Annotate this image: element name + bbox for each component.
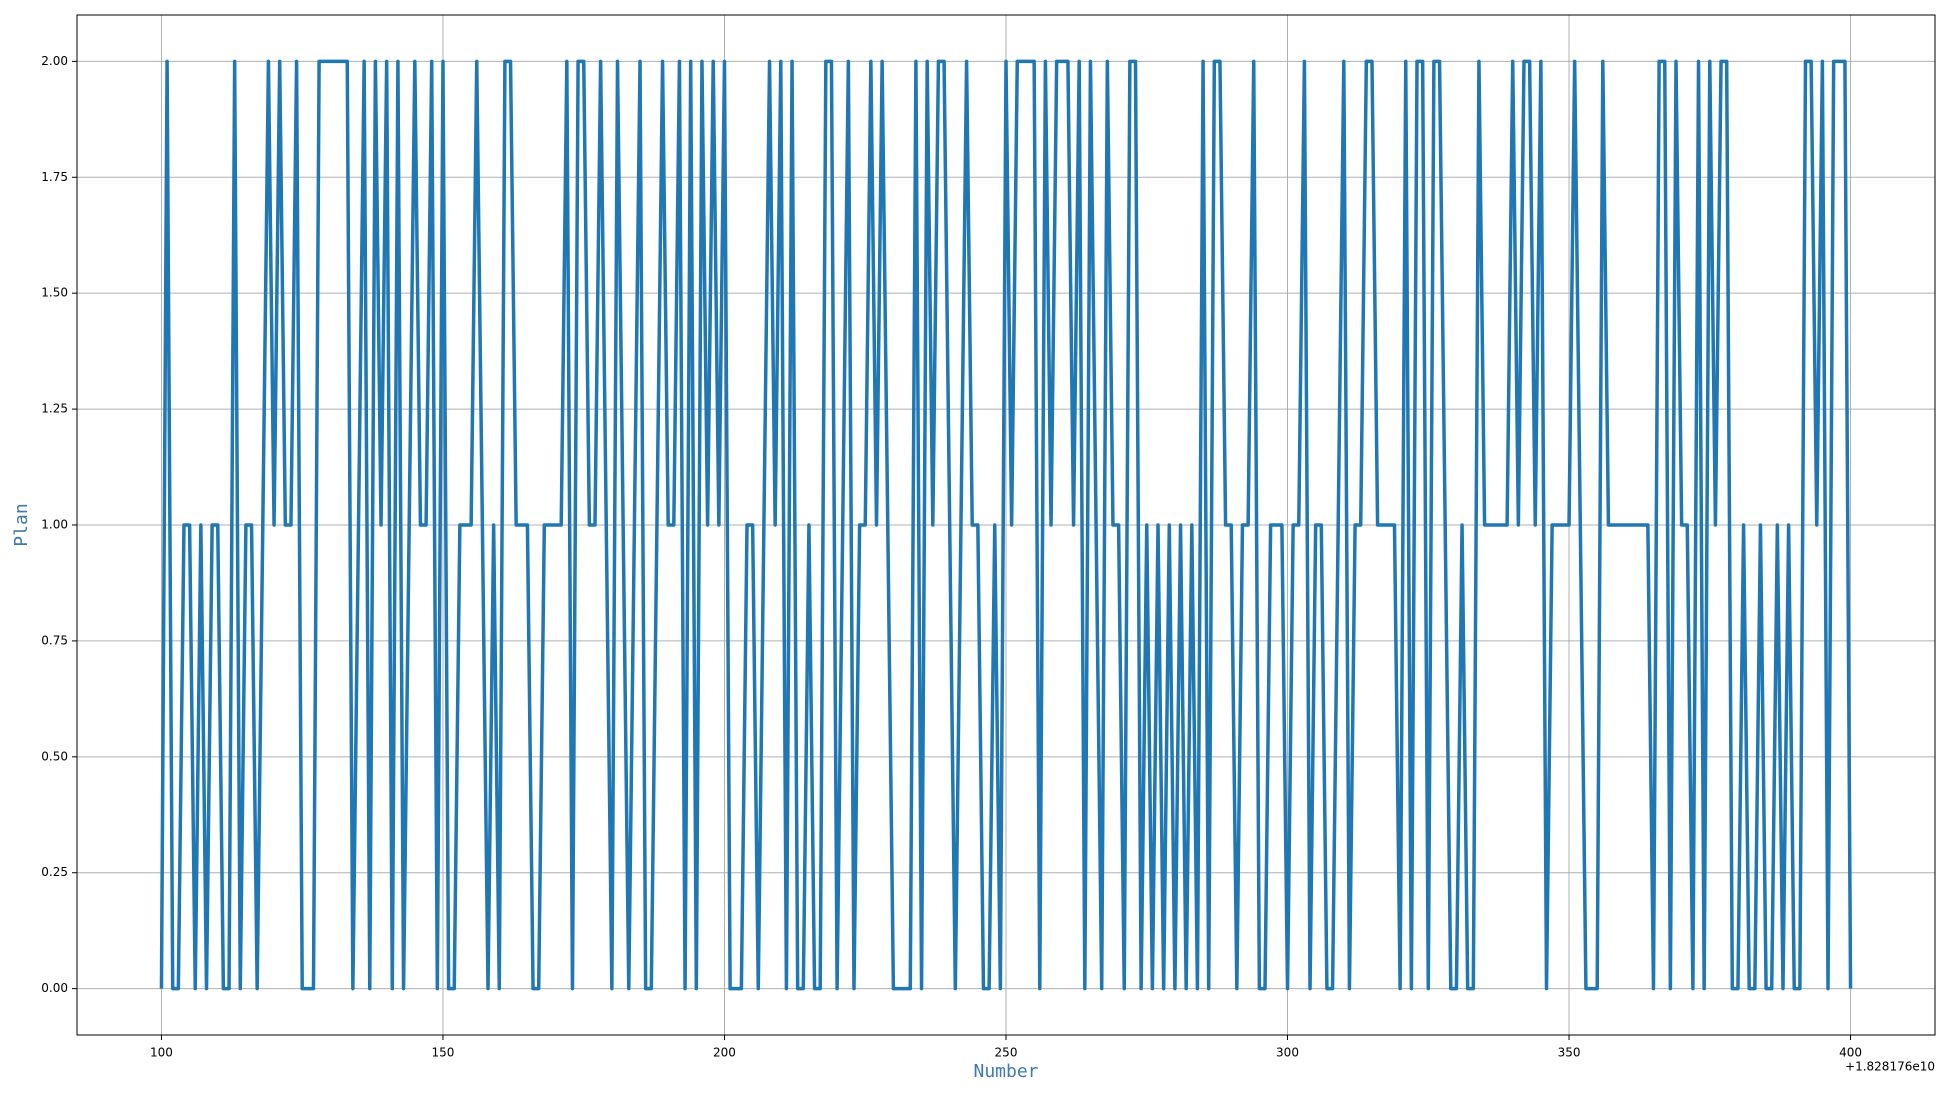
x-offset-label: +1.828176e10	[1845, 1060, 1935, 1074]
x-tick-label: 200	[713, 1046, 736, 1060]
y-tick-label: 0.00	[41, 981, 68, 995]
data-line	[159, 59, 1853, 991]
y-tick-label: 1.75	[41, 170, 68, 184]
y-tick-label: 2.00	[41, 54, 68, 68]
x-axis-title: Number	[973, 1061, 1038, 1082]
y-tick-label: 1.25	[41, 402, 68, 416]
y-tick-label: 1.00	[41, 518, 68, 532]
plot-frame	[76, 14, 1936, 1036]
y-tick-label: 0.50	[41, 749, 68, 763]
x-tick-label: 250	[995, 1046, 1018, 1060]
y-tick-label: 0.75	[41, 633, 68, 647]
y-tick-label: 0.25	[41, 865, 68, 879]
y-tick-label: 1.50	[41, 286, 68, 300]
x-tick-label: 300	[1276, 1046, 1299, 1060]
y-axis-title: Plan	[11, 503, 32, 546]
x-tick-label: 100	[150, 1046, 173, 1060]
x-tick-label: 400	[1839, 1046, 1862, 1060]
x-tick-label: 150	[432, 1046, 455, 1060]
x-tick-label: 350	[1558, 1046, 1581, 1060]
